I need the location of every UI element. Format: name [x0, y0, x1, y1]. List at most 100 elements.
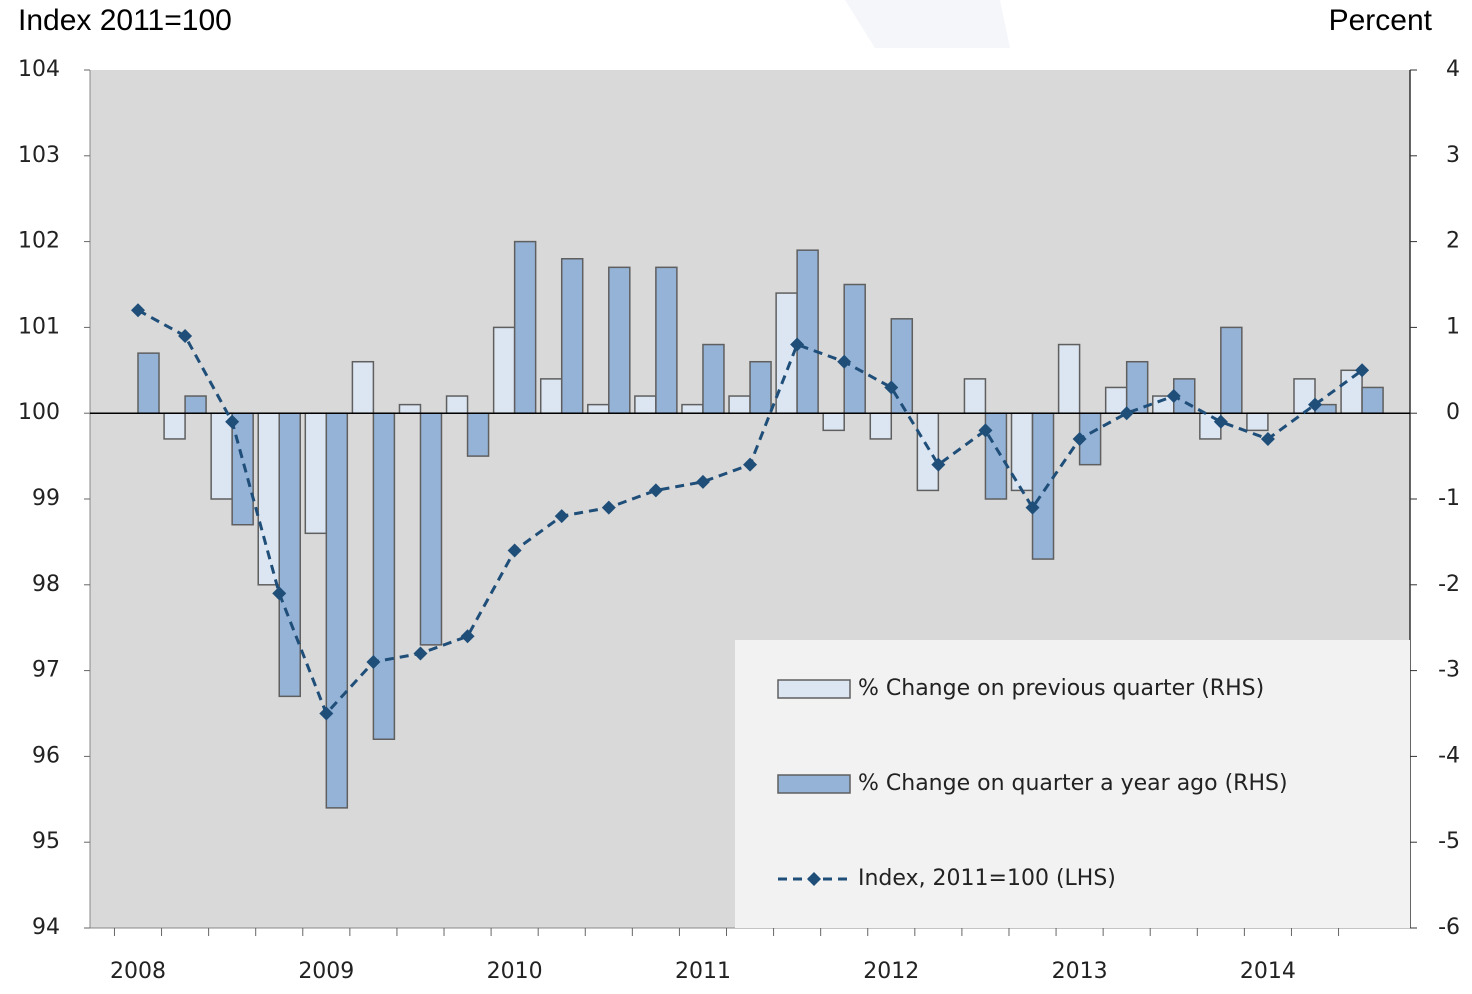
bar: [231, 412, 254, 526]
y-axis-label: Index 2011=100: [18, 4, 232, 37]
x-tick-label: 2008: [110, 959, 166, 984]
bar: [749, 360, 772, 414]
marker: [884, 380, 899, 395]
marker: [648, 483, 663, 498]
legend-marker: [807, 872, 821, 886]
bar: [587, 403, 610, 414]
marker: [554, 509, 569, 524]
bar: [184, 395, 207, 414]
bar: [1199, 412, 1222, 440]
y2-tick-label: 4: [1446, 57, 1460, 82]
marker: [837, 354, 852, 369]
legend-swatch: [777, 679, 851, 699]
y-tick-label: 94: [32, 915, 60, 940]
marker: [1166, 389, 1181, 404]
marker: [272, 586, 287, 601]
marker: [131, 303, 145, 318]
marker: [460, 629, 475, 644]
bar: [492, 326, 516, 414]
y-tick-label: 99: [32, 486, 60, 511]
bar: [1246, 412, 1269, 432]
x-tick-label: 2014: [1240, 959, 1296, 984]
marker: [1119, 406, 1134, 421]
marker: [1072, 431, 1087, 446]
marker: [1260, 431, 1275, 446]
bar: [1031, 412, 1055, 560]
y-tick-label: 96: [32, 743, 60, 768]
marker: [319, 706, 334, 721]
y-tick-label: 101: [18, 314, 60, 339]
bar: [513, 240, 537, 414]
bar: [372, 412, 396, 740]
legend-label: % Change on quarter a year ago (RHS): [858, 771, 1288, 796]
bar: [1220, 326, 1243, 414]
bar: [278, 412, 301, 698]
bar: [1361, 386, 1384, 414]
y2-tick-label: 2: [1446, 229, 1460, 254]
bar: [325, 412, 349, 809]
x-tick-label: 2010: [487, 959, 543, 984]
y2-tick-label: -3: [1438, 658, 1460, 683]
y2-tick-label: -5: [1438, 829, 1460, 854]
legend-swatch: [777, 774, 851, 794]
y2-tick-label: 3: [1446, 143, 1460, 168]
marker: [413, 646, 428, 661]
bar: [634, 395, 657, 414]
bar: [608, 266, 631, 414]
bar: [304, 412, 328, 535]
marker: [1213, 414, 1228, 429]
marker: [931, 457, 946, 472]
y-tick-label: 97: [32, 658, 60, 683]
bar: [1057, 343, 1081, 414]
y-tick-label: 100: [18, 400, 60, 425]
marker: [601, 500, 616, 515]
x-tick-label: 2012: [863, 959, 919, 984]
legend-label: % Change on previous quarter (RHS): [858, 676, 1264, 701]
bar: [702, 343, 725, 414]
marker: [743, 457, 758, 472]
y2-tick-label: -1: [1438, 486, 1460, 511]
marker: [978, 423, 993, 438]
y-tick-label: 103: [18, 143, 60, 168]
marker: [695, 474, 710, 489]
bar: [466, 412, 490, 457]
y2-tick-label: 1: [1446, 314, 1460, 339]
bar: [539, 378, 563, 414]
marker: [790, 337, 805, 352]
bar: [916, 412, 940, 492]
marker: [1308, 397, 1322, 412]
y2-axis-label: Percent: [1329, 4, 1433, 37]
y-tick-label: 98: [32, 572, 60, 597]
x-tick-label: 2009: [298, 959, 354, 984]
bar: [843, 283, 866, 414]
y2-tick-label: -2: [1438, 572, 1460, 597]
bar: [728, 395, 751, 414]
bar: [137, 352, 160, 414]
bar: [655, 266, 678, 414]
bar: [398, 403, 422, 414]
marker: [178, 328, 193, 343]
bar: [560, 258, 584, 414]
bar: [419, 412, 443, 646]
decoration: [845, 0, 1010, 48]
y2-tick-label: 0: [1446, 400, 1460, 425]
bar: [890, 318, 914, 414]
marker: [1355, 363, 1370, 378]
marker: [225, 414, 240, 429]
y-tick-label: 104: [18, 57, 60, 82]
bar: [445, 395, 469, 414]
bar: [963, 378, 987, 414]
bar: [869, 412, 893, 440]
marker: [507, 543, 522, 558]
bar: [822, 412, 845, 432]
y-tick-label: 102: [18, 229, 60, 254]
y-tick-label: 95: [32, 829, 60, 854]
bar: [1104, 386, 1128, 414]
bar: [796, 249, 819, 414]
bar: [681, 403, 704, 414]
x-tick-label: 2011: [675, 959, 731, 984]
marker: [1025, 500, 1040, 515]
bar: [351, 360, 375, 414]
y2-tick-label: -4: [1438, 743, 1460, 768]
